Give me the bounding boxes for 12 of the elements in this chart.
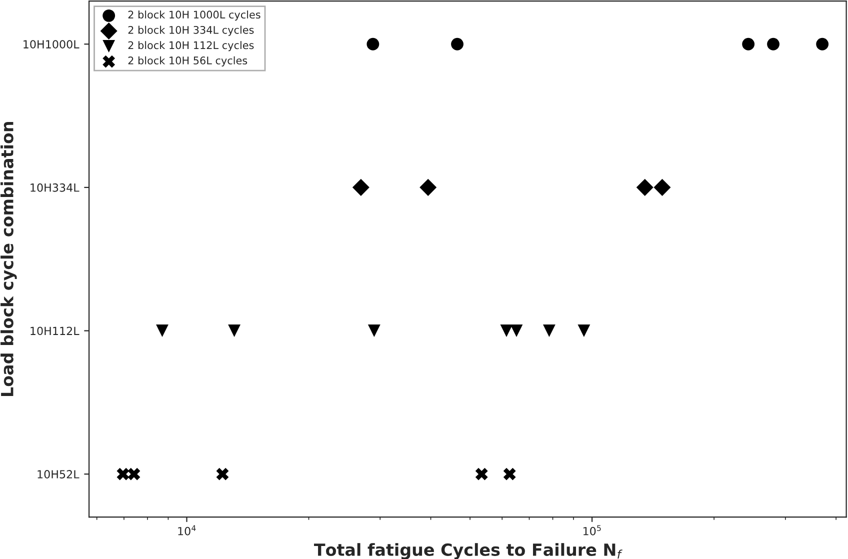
legend-label: 2 block 10H 334L cycles bbox=[128, 26, 254, 36]
y-tick-label: 10H1000L bbox=[24, 40, 80, 48]
legend-label: 2 block 10H 56L cycles bbox=[128, 56, 248, 66]
y-tick-label: 10H52L bbox=[38, 470, 80, 478]
y-tick-label: 10H112L bbox=[30, 326, 80, 336]
y-tick-label: 10H334L bbox=[30, 183, 80, 192]
legend-label: 2 block 10H 1000L cycles bbox=[128, 10, 260, 21]
legend-label: 2 block 10H 112L cycles bbox=[128, 41, 254, 52]
y-axis-title: Load block cycle combination bbox=[0, 122, 17, 396]
x-tick-label: 10$^{5}$ bbox=[583, 525, 601, 536]
x-axis-title: Total fatigue Cycles to Failure N$_{f}$ bbox=[314, 543, 622, 559]
x-tick-label: 10$^{4}$ bbox=[178, 525, 196, 536]
